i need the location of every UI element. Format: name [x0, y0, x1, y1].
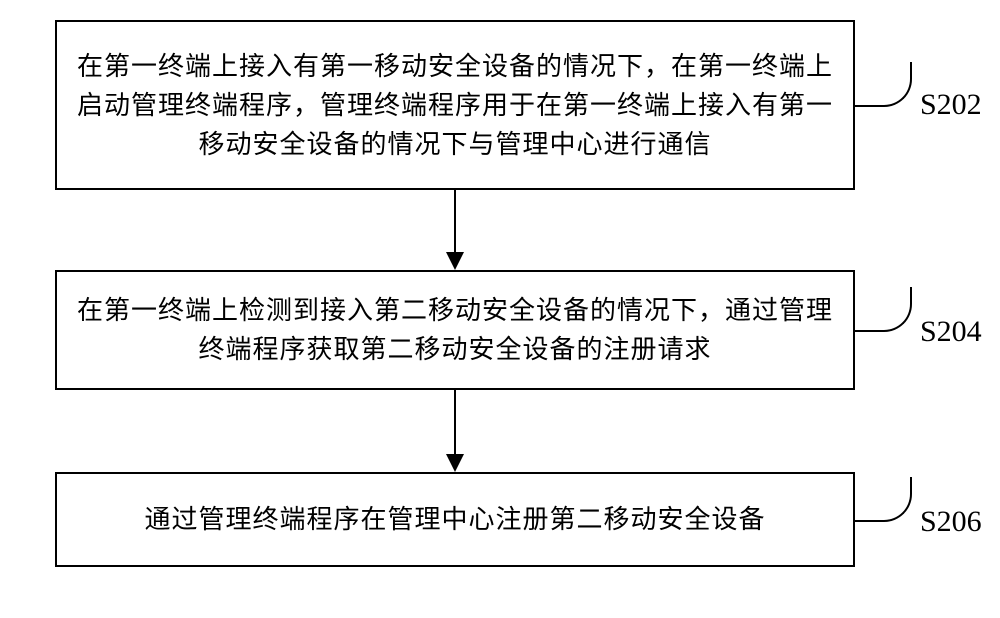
step-text-s206: 通过管理终端程序在管理中心注册第二移动安全设备: [144, 500, 765, 539]
arrow-2-head: [446, 454, 464, 472]
step-box-s204: 在第一终端上检测到接入第二移动安全设备的情况下，通过管理终端程序获取第二移动安全…: [55, 270, 855, 390]
connector-s204: [855, 302, 912, 332]
step-label-s206: S206: [920, 505, 982, 539]
connector-s202: [855, 77, 912, 107]
connector-tail-s204: [910, 287, 912, 304]
step-label-s202: S202: [920, 88, 982, 122]
step-box-s202: 在第一终端上接入有第一移动安全设备的情况下，在第一终端上启动管理终端程序，管理终…: [55, 20, 855, 190]
step-label-s204: S204: [920, 315, 982, 349]
step-box-s206: 通过管理终端程序在管理中心注册第二移动安全设备: [55, 472, 855, 567]
step-text-s204: 在第一终端上检测到接入第二移动安全设备的情况下，通过管理终端程序获取第二移动安全…: [77, 291, 833, 369]
connector-tail-s202: [910, 62, 912, 79]
arrow-1-head: [446, 252, 464, 270]
arrow-2-line: [454, 390, 456, 454]
step-text-s202: 在第一终端上接入有第一移动安全设备的情况下，在第一终端上启动管理终端程序，管理终…: [77, 47, 833, 164]
connector-tail-s206: [910, 477, 912, 494]
connector-s206: [855, 492, 912, 522]
flowchart-canvas: 在第一终端上接入有第一移动安全设备的情况下，在第一终端上启动管理终端程序，管理终…: [0, 0, 1000, 618]
arrow-1-line: [454, 190, 456, 252]
